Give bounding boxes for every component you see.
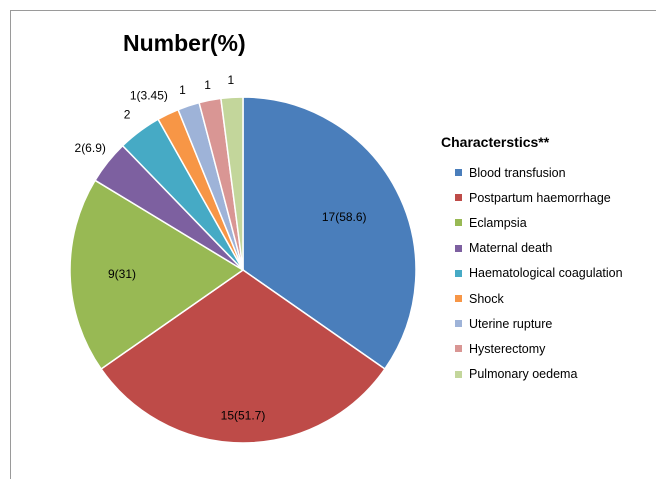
- legend-item: Pulmonary oedema: [455, 362, 623, 387]
- chart-title: Number(%): [123, 30, 246, 56]
- pie-slice-postpartum-haemorrhage: [100, 269, 386, 444]
- legend-item: Eclampsia: [455, 210, 623, 235]
- data-label: 1: [204, 78, 211, 92]
- legend-swatch: [455, 370, 462, 378]
- legend: Blood transfusion Postpartum haemorrhage E…: [455, 160, 623, 387]
- chart-area: [10, 10, 656, 479]
- legend-item: Uterine rupture: [455, 311, 623, 336]
- legend-item: Maternal death: [455, 236, 623, 261]
- pie-slice-blood-transfusion: [242, 96, 417, 371]
- legend-item: Hysterectomy: [455, 336, 623, 361]
- legend-item: Blood transfusion: [455, 160, 623, 185]
- legend-label: Pulmonary oedema: [469, 367, 578, 382]
- legend-item: Haematological coagulation: [455, 261, 623, 286]
- data-label: 15(51.7): [221, 408, 266, 422]
- legend-item: Postpartum haemorrhage: [455, 185, 623, 210]
- pie-slice-pulmonary-oedema: [220, 96, 244, 271]
- legend-label: Maternal death: [469, 241, 553, 256]
- legend-swatch: [455, 169, 462, 177]
- legend-label: Postpartum haemorrhage: [469, 190, 611, 205]
- legend-label: Uterine rupture: [469, 316, 553, 331]
- legend-item: Shock: [455, 286, 623, 311]
- legend-label: Shock: [469, 291, 504, 306]
- data-label: 1: [227, 73, 234, 87]
- legend-swatch: [455, 194, 462, 202]
- data-label: 17(58.6): [322, 210, 367, 224]
- legend-swatch: [455, 219, 462, 227]
- data-label: 1: [179, 83, 186, 97]
- data-label: 2: [124, 108, 131, 122]
- legend-label: Blood transfusion: [469, 165, 566, 180]
- legend-title: Characterstics**: [441, 134, 550, 150]
- legend-swatch: [455, 345, 462, 353]
- legend-label: Hysterectomy: [469, 341, 546, 356]
- legend-swatch: [455, 320, 462, 328]
- data-label: 2(6.9): [75, 141, 106, 155]
- legend-label: Haematological coagulation: [469, 266, 623, 281]
- legend-swatch: [455, 269, 462, 277]
- legend-swatch: [455, 295, 462, 303]
- data-label: 1(3.45): [130, 88, 168, 102]
- data-label: 9(31): [108, 267, 136, 281]
- legend-swatch: [455, 244, 462, 252]
- legend-label: Eclampsia: [469, 215, 527, 230]
- pie-slice-eclampsia: [69, 179, 245, 371]
